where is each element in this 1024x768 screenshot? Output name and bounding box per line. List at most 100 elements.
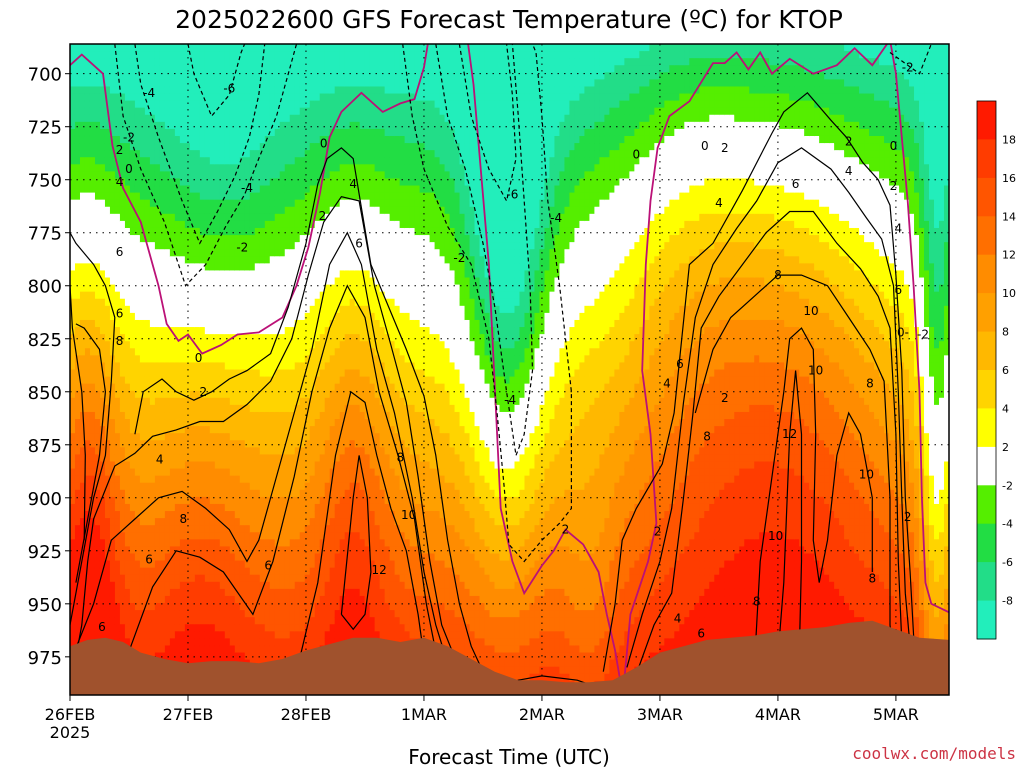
field-cell [259,185,266,194]
field-cell [84,433,91,441]
field-cell [124,539,131,548]
field-cell [154,284,161,293]
field-cell [109,390,116,399]
field-cell [84,411,91,420]
field-cell [84,327,91,335]
field-cell [194,482,201,491]
field-cell [314,72,321,80]
field-cell [189,440,196,448]
field-cell [129,65,136,73]
field-cell [249,284,256,293]
field-cell [114,588,121,597]
field-cell [249,496,256,505]
field-cell [154,327,161,335]
field-cell [174,567,181,576]
field-cell [114,100,121,109]
field-cell [109,100,116,109]
field-cell [284,135,291,144]
field-cell [329,404,336,413]
field-cell [119,404,126,413]
field-cell [274,426,281,434]
field-cell [70,135,76,144]
field-cell [214,107,221,116]
field-cell [219,588,226,597]
field-cell [114,411,121,420]
field-cell [84,574,91,583]
field-cell [164,581,171,590]
field-cell [174,447,181,456]
field-cell [149,503,156,512]
field-cell [174,51,181,59]
field-cell [314,192,321,201]
field-cell [154,72,161,80]
field-cell [134,454,141,463]
field-cell [70,128,76,137]
field-cell [79,574,86,583]
field-cell [304,58,311,66]
field-cell [104,440,111,448]
field-cell [99,581,106,590]
field-cell [169,404,176,413]
field-cell [259,390,266,399]
field-cell [159,553,166,562]
field-cell [289,270,296,279]
field-cell [99,624,106,632]
field-cell [299,355,306,364]
field-cell [324,93,331,102]
field-cell [124,610,131,618]
field-cell [214,595,221,604]
field-cell [89,447,96,456]
field-cell [319,595,326,604]
field-cell [244,107,251,116]
field-cell [194,433,201,441]
field-cell [229,213,236,222]
field-cell [144,227,151,236]
field-cell [219,334,226,342]
field-cell [319,341,326,349]
field-cell [264,376,271,385]
field-cell [79,525,86,533]
field-cell [244,496,251,505]
field-cell [159,270,166,279]
field-cell [99,199,106,208]
field-cell [279,51,286,59]
field-cell [79,312,86,321]
field-cell [174,65,181,73]
field-cell [74,327,81,335]
field-cell [304,489,311,498]
field-cell [179,100,186,109]
field-cell [259,305,266,314]
field-cell [274,192,281,201]
field-cell [324,284,331,293]
field-cell [179,638,186,647]
field-cell [324,51,331,59]
field-cell [179,645,186,654]
field-cell [119,588,126,597]
field-cell [70,150,76,158]
field-cell [259,624,266,632]
field-cell [184,383,191,392]
field-cell [129,348,136,356]
field-cell [274,312,281,321]
field-cell [269,595,276,604]
field-cell [184,185,191,194]
field-cell [329,44,336,52]
field-cell [164,603,171,611]
field-cell [119,631,126,639]
field-cell [189,546,196,555]
field-cell [114,334,121,342]
field-cell [154,79,161,88]
field-cell [314,150,321,158]
field-cell [159,51,166,59]
field-cell [329,114,336,123]
field-cell [74,355,81,364]
field-cell [104,362,111,371]
field-cell [179,227,186,236]
field-cell [244,617,251,625]
field-cell [244,298,251,307]
field-cell [244,652,251,661]
field-cell [89,503,96,512]
field-cell [114,433,121,441]
field-cell [114,489,121,498]
field-cell [124,227,131,236]
